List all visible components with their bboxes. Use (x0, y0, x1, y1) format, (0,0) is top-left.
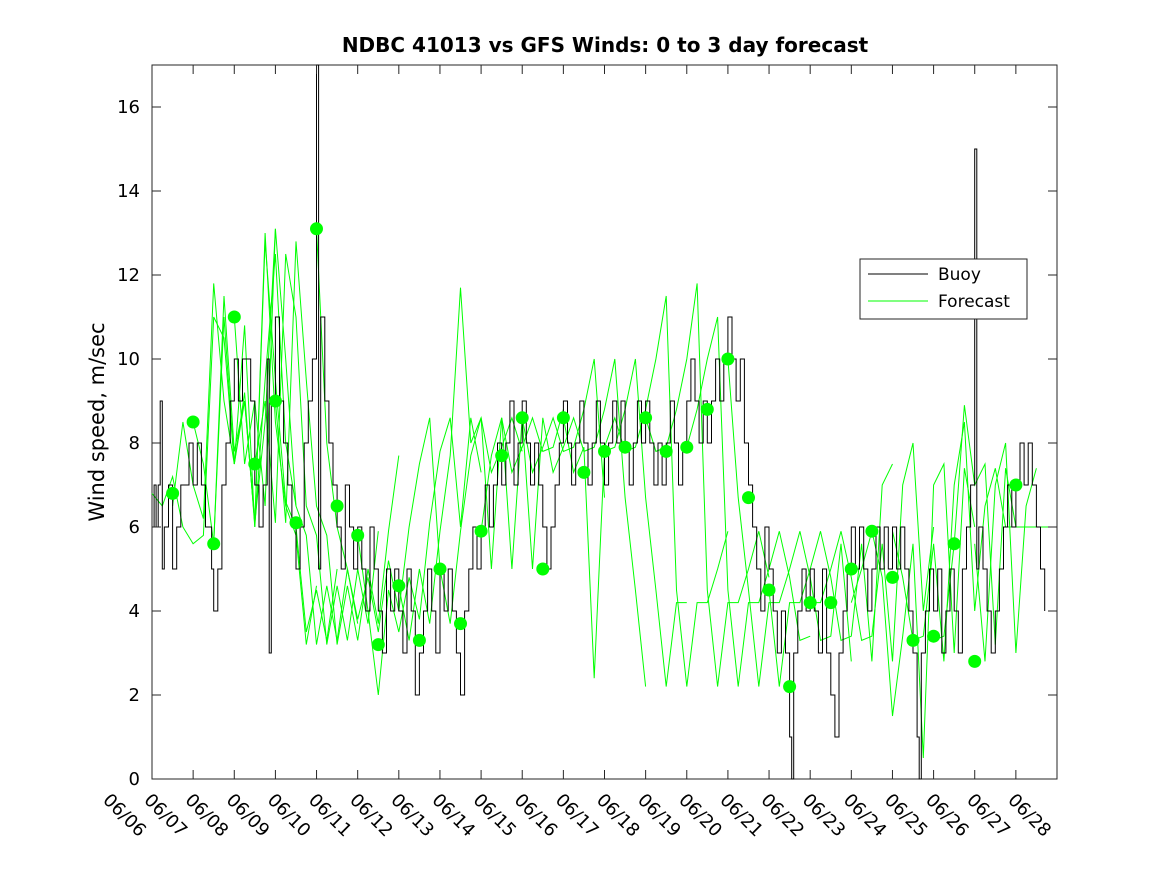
analysis-marker (1009, 478, 1023, 492)
forecast-run-20 (810, 442, 935, 662)
analysis-marker (515, 411, 529, 425)
forecast-run-17 (686, 316, 811, 687)
forecast-run-24 (974, 442, 1037, 662)
y-tick-label: 16 (117, 97, 140, 118)
y-tick-label: 4 (129, 601, 140, 622)
analysis-marker (865, 524, 879, 538)
analysis-marker (783, 680, 797, 694)
analysis-marker (330, 499, 344, 513)
legend: Buoy Forecast (859, 258, 1028, 320)
y-tick-label: 6 (129, 517, 140, 538)
analysis-marker (886, 570, 899, 584)
forecast-run-18 (727, 358, 852, 687)
analysis-marker (351, 528, 365, 542)
analysis-marker (762, 583, 776, 597)
analysis-marker (906, 633, 920, 647)
analysis-marker (186, 415, 200, 429)
forecast-run-9 (357, 417, 482, 696)
analysis-marker (659, 444, 673, 458)
analysis-marker (536, 562, 550, 576)
analysis-marker (474, 524, 488, 538)
y-axis: 0 2 4 6 8 10 12 14 16 (117, 97, 1057, 790)
analysis-marker (495, 449, 509, 463)
analysis-marker (371, 638, 385, 652)
analysis-marker (392, 579, 406, 593)
y-tick-label: 8 (129, 433, 140, 454)
analysis-marker (968, 654, 982, 668)
analysis-marker (248, 457, 262, 471)
analysis-marker (639, 411, 653, 425)
analysis-marker (268, 394, 282, 408)
analysis-marker (310, 222, 323, 236)
analysis-marker (166, 486, 180, 500)
analysis-marker (803, 596, 817, 610)
analysis-markers (166, 222, 1023, 694)
legend-box (859, 258, 1028, 320)
analysis-marker (680, 440, 694, 454)
analysis-marker (947, 537, 961, 551)
legend-label-buoy: Buoy (938, 265, 981, 285)
y-tick-label: 2 (129, 685, 140, 706)
analysis-marker (412, 633, 426, 647)
analysis-marker (700, 402, 714, 416)
chart-title: NDBC 41013 vs GFS Winds: 0 to 3 day fore… (342, 33, 869, 57)
plot-frame (151, 64, 1058, 780)
y-tick-label: 14 (117, 181, 140, 202)
analysis-marker (454, 617, 467, 631)
analysis-marker (207, 537, 221, 551)
analysis-marker (433, 562, 447, 576)
analysis-marker (742, 491, 755, 505)
legend-label-forecast: Forecast (938, 292, 1010, 312)
analysis-marker (289, 516, 303, 530)
analysis-marker (556, 411, 570, 425)
plot-area (151, 64, 1058, 780)
analysis-marker (598, 444, 611, 458)
y-tick-label: 0 (129, 769, 140, 790)
forecast-run-7 (274, 241, 400, 645)
analysis-marker (927, 629, 941, 643)
y-axis-label: Wind speed, m/sec (85, 322, 109, 521)
analysis-marker (721, 352, 735, 366)
analysis-marker (618, 440, 632, 454)
y-tick-label: 12 (117, 265, 140, 286)
analysis-marker (824, 596, 838, 610)
y-tick-label: 10 (117, 349, 140, 370)
analysis-marker (844, 562, 858, 576)
forecast-run-19 (768, 463, 893, 687)
analysis-marker (577, 465, 591, 479)
analysis-marker (227, 310, 241, 324)
